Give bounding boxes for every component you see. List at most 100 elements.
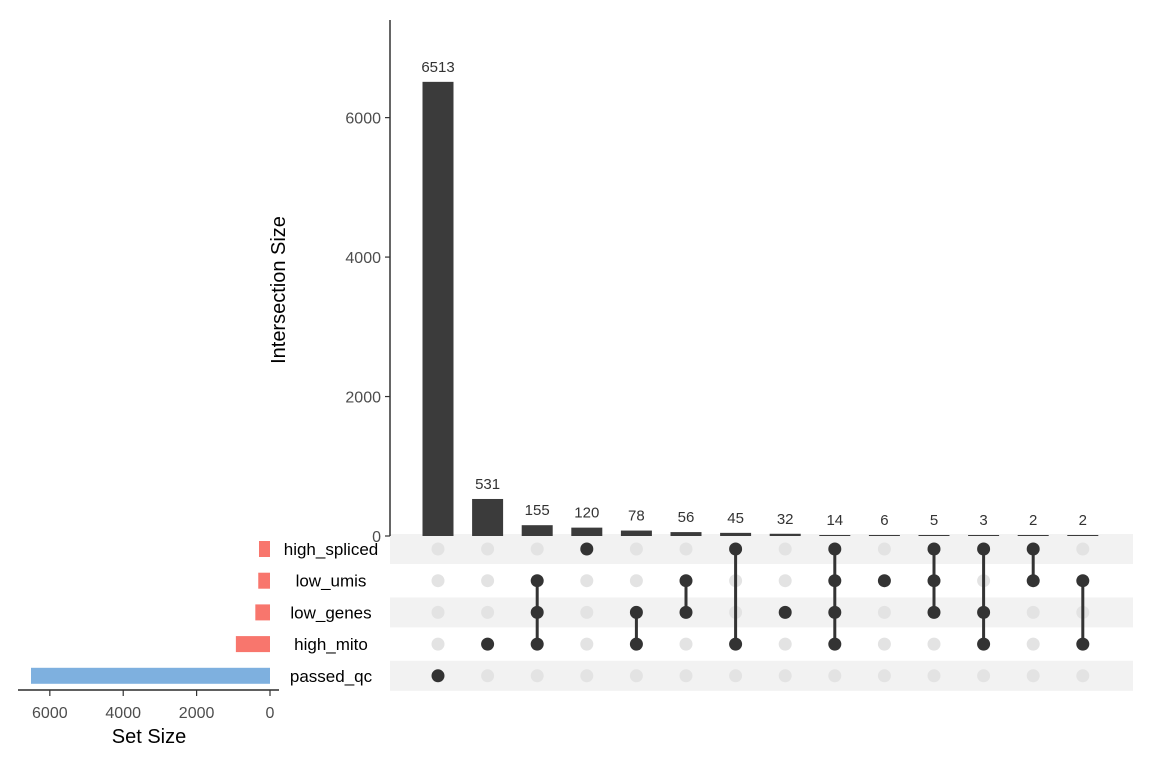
intersection-bar [670,532,702,536]
matrix-dot-active [1076,637,1090,651]
intersection-bar-label: 120 [574,505,599,522]
matrix-dot-inactive [778,637,792,651]
intersection-bar [620,530,652,536]
set-size-tick-label: 6000 [32,705,68,722]
y-tick-label: 4000 [345,250,381,267]
matrix-dot-active [729,637,743,651]
intersection-bar [472,498,504,536]
intersection-bar [521,525,553,536]
intersection-bar-label: 45 [727,510,744,527]
matrix-dot-active [729,542,743,556]
matrix-dot-inactive [778,669,792,683]
intersection-bar [819,535,851,536]
matrix-dot-inactive [828,669,842,683]
matrix-dot-active [580,542,594,556]
intersection-matrix [431,542,1090,683]
intersection-bar [571,527,603,536]
matrix-dot-inactive [877,542,891,556]
matrix-dot-active [927,542,941,556]
intersection-bar-label: 2 [1079,512,1087,529]
matrix-dot-active [927,605,941,619]
matrix-dot-inactive [431,605,445,619]
intersection-bar-label: 5 [930,512,938,529]
matrix-dot-inactive [927,637,941,651]
matrix-dot-inactive [530,542,544,556]
y-tick-label: 2000 [345,390,381,407]
intersection-bar-label: 56 [678,509,695,526]
matrix-dot-active [828,637,842,651]
matrix-dot-active [977,605,991,619]
intersection-bar-label: 155 [525,502,550,519]
matrix-dot-active [877,574,891,588]
set-size-bar-low_umis [258,572,270,589]
matrix-dot-inactive [431,574,445,588]
matrix-dot-inactive [1076,669,1090,683]
matrix-dot-active [629,637,643,651]
matrix-dot-inactive [629,669,643,683]
set-size-bar-low_genes [255,604,270,621]
set-size-bar-high_spliced [258,541,270,557]
intersection-bar [1067,535,1099,536]
matrix-dot-inactive [481,574,495,588]
matrix-dot-inactive [481,605,495,619]
intersection-bar-label: 531 [475,476,500,493]
intersection-bar [1017,535,1049,536]
intersection-bar [422,81,454,536]
matrix-dot-inactive [679,542,693,556]
matrix-dot-active [977,542,991,556]
set-size-bar-high_mito [235,636,270,653]
set-size-axis: 6000 4000 2000 0 [18,689,279,722]
matrix-dot-active [927,574,941,588]
y-tick-label: 0 [372,529,381,546]
matrix-dot-active [679,574,693,588]
set-size-tick-label: 0 [266,705,275,722]
intersection-bar-label: 6513 [421,59,454,76]
matrix-dot-inactive [877,605,891,619]
y-tick-label: 6000 [345,111,381,128]
matrix-dot-inactive [431,542,445,556]
matrix-dot-active [778,605,792,619]
intersection-bar-label: 3 [979,512,987,529]
matrix-dot-inactive [481,542,495,556]
matrix-dot-inactive [1026,605,1040,619]
matrix-dot-active [530,637,544,651]
set-size-tick-label: 2000 [179,705,215,722]
matrix-dot-inactive [927,669,941,683]
matrix-dot-inactive [729,669,743,683]
matrix-dot-inactive [629,574,643,588]
matrix-dot-inactive [877,669,891,683]
matrix-dot-inactive [679,669,693,683]
matrix-dot-active [1026,542,1040,556]
matrix-dot-active [828,605,842,619]
matrix-dot-inactive [977,669,991,683]
intersection-bar [769,533,801,536]
matrix-dot-inactive [481,669,495,683]
set-labels: high_spliced low_umis low_genes high_mitopa… [284,540,379,686]
matrix-dot-inactive [629,542,643,556]
set-size-axis-title: Set Size [112,726,186,748]
matrix-dot-active [679,605,693,619]
intersection-bar [918,535,950,536]
matrix-dot-inactive [1026,669,1040,683]
matrix-stripe-passed_qc [390,660,1133,691]
matrix-dot-inactive [580,637,594,651]
matrix-dot-inactive [778,542,792,556]
matrix-dot-active [629,605,643,619]
matrix-dot-inactive [778,574,792,588]
matrix-dot-active [530,574,544,588]
matrix-dot-inactive [580,669,594,683]
set-label-low_genes: low_genes [290,603,371,622]
matrix-stripe-low_genes [390,597,1133,628]
matrix-dot-inactive [431,637,445,651]
y-axis-title: Intersection Size [268,216,290,364]
intersection-bar [868,535,900,536]
set-label-high_mito: high_mito [294,635,368,654]
matrix-dot-inactive [1026,637,1040,651]
matrix-dot-active [481,637,495,651]
intersection-y-axis: 0 2000 4000 6000 [345,20,391,546]
matrix-dot-inactive [530,669,544,683]
set-label-passed_qc: passed_qc [290,667,373,686]
